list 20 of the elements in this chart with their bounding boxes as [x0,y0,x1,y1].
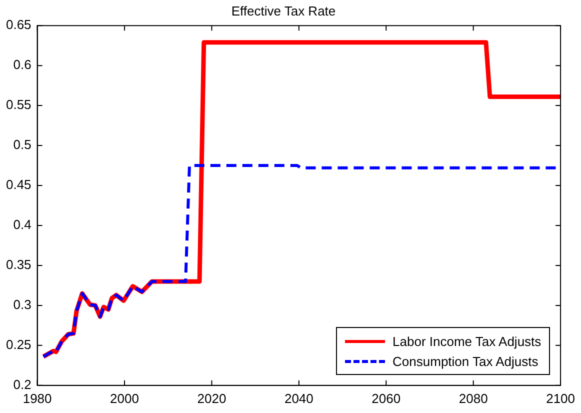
x-tick-label: 2060 [372,390,401,406]
y-tick-label: 0.65 [6,17,32,32]
legend-label: Consumption Tax Adjusts [392,354,538,369]
y-tick-label: 0.5 [13,137,32,152]
y-tick-label: 0.2 [13,376,32,392]
y-tick-label: 0.35 [6,257,32,272]
x-tick-label: 2000 [110,390,139,406]
y-tick-label: 0.6 [13,57,32,72]
x-tick-label: 1980 [22,390,52,406]
y-tick-label: 0.45 [6,177,32,192]
y-tick-label: 0.3 [13,297,32,312]
chart-title: Effective Tax Rate [231,3,336,18]
x-tick-label: 2020 [197,390,226,406]
legend-label: Labor Income Tax Adjusts [392,334,542,349]
y-tick-label: 0.25 [6,337,32,352]
y-tick-label: 0.4 [13,217,32,232]
x-tick-label: 2040 [284,390,314,406]
x-tick-label: 2080 [458,390,488,406]
x-tick-label: 2100 [546,390,575,406]
y-tick-label: 0.55 [6,97,32,112]
